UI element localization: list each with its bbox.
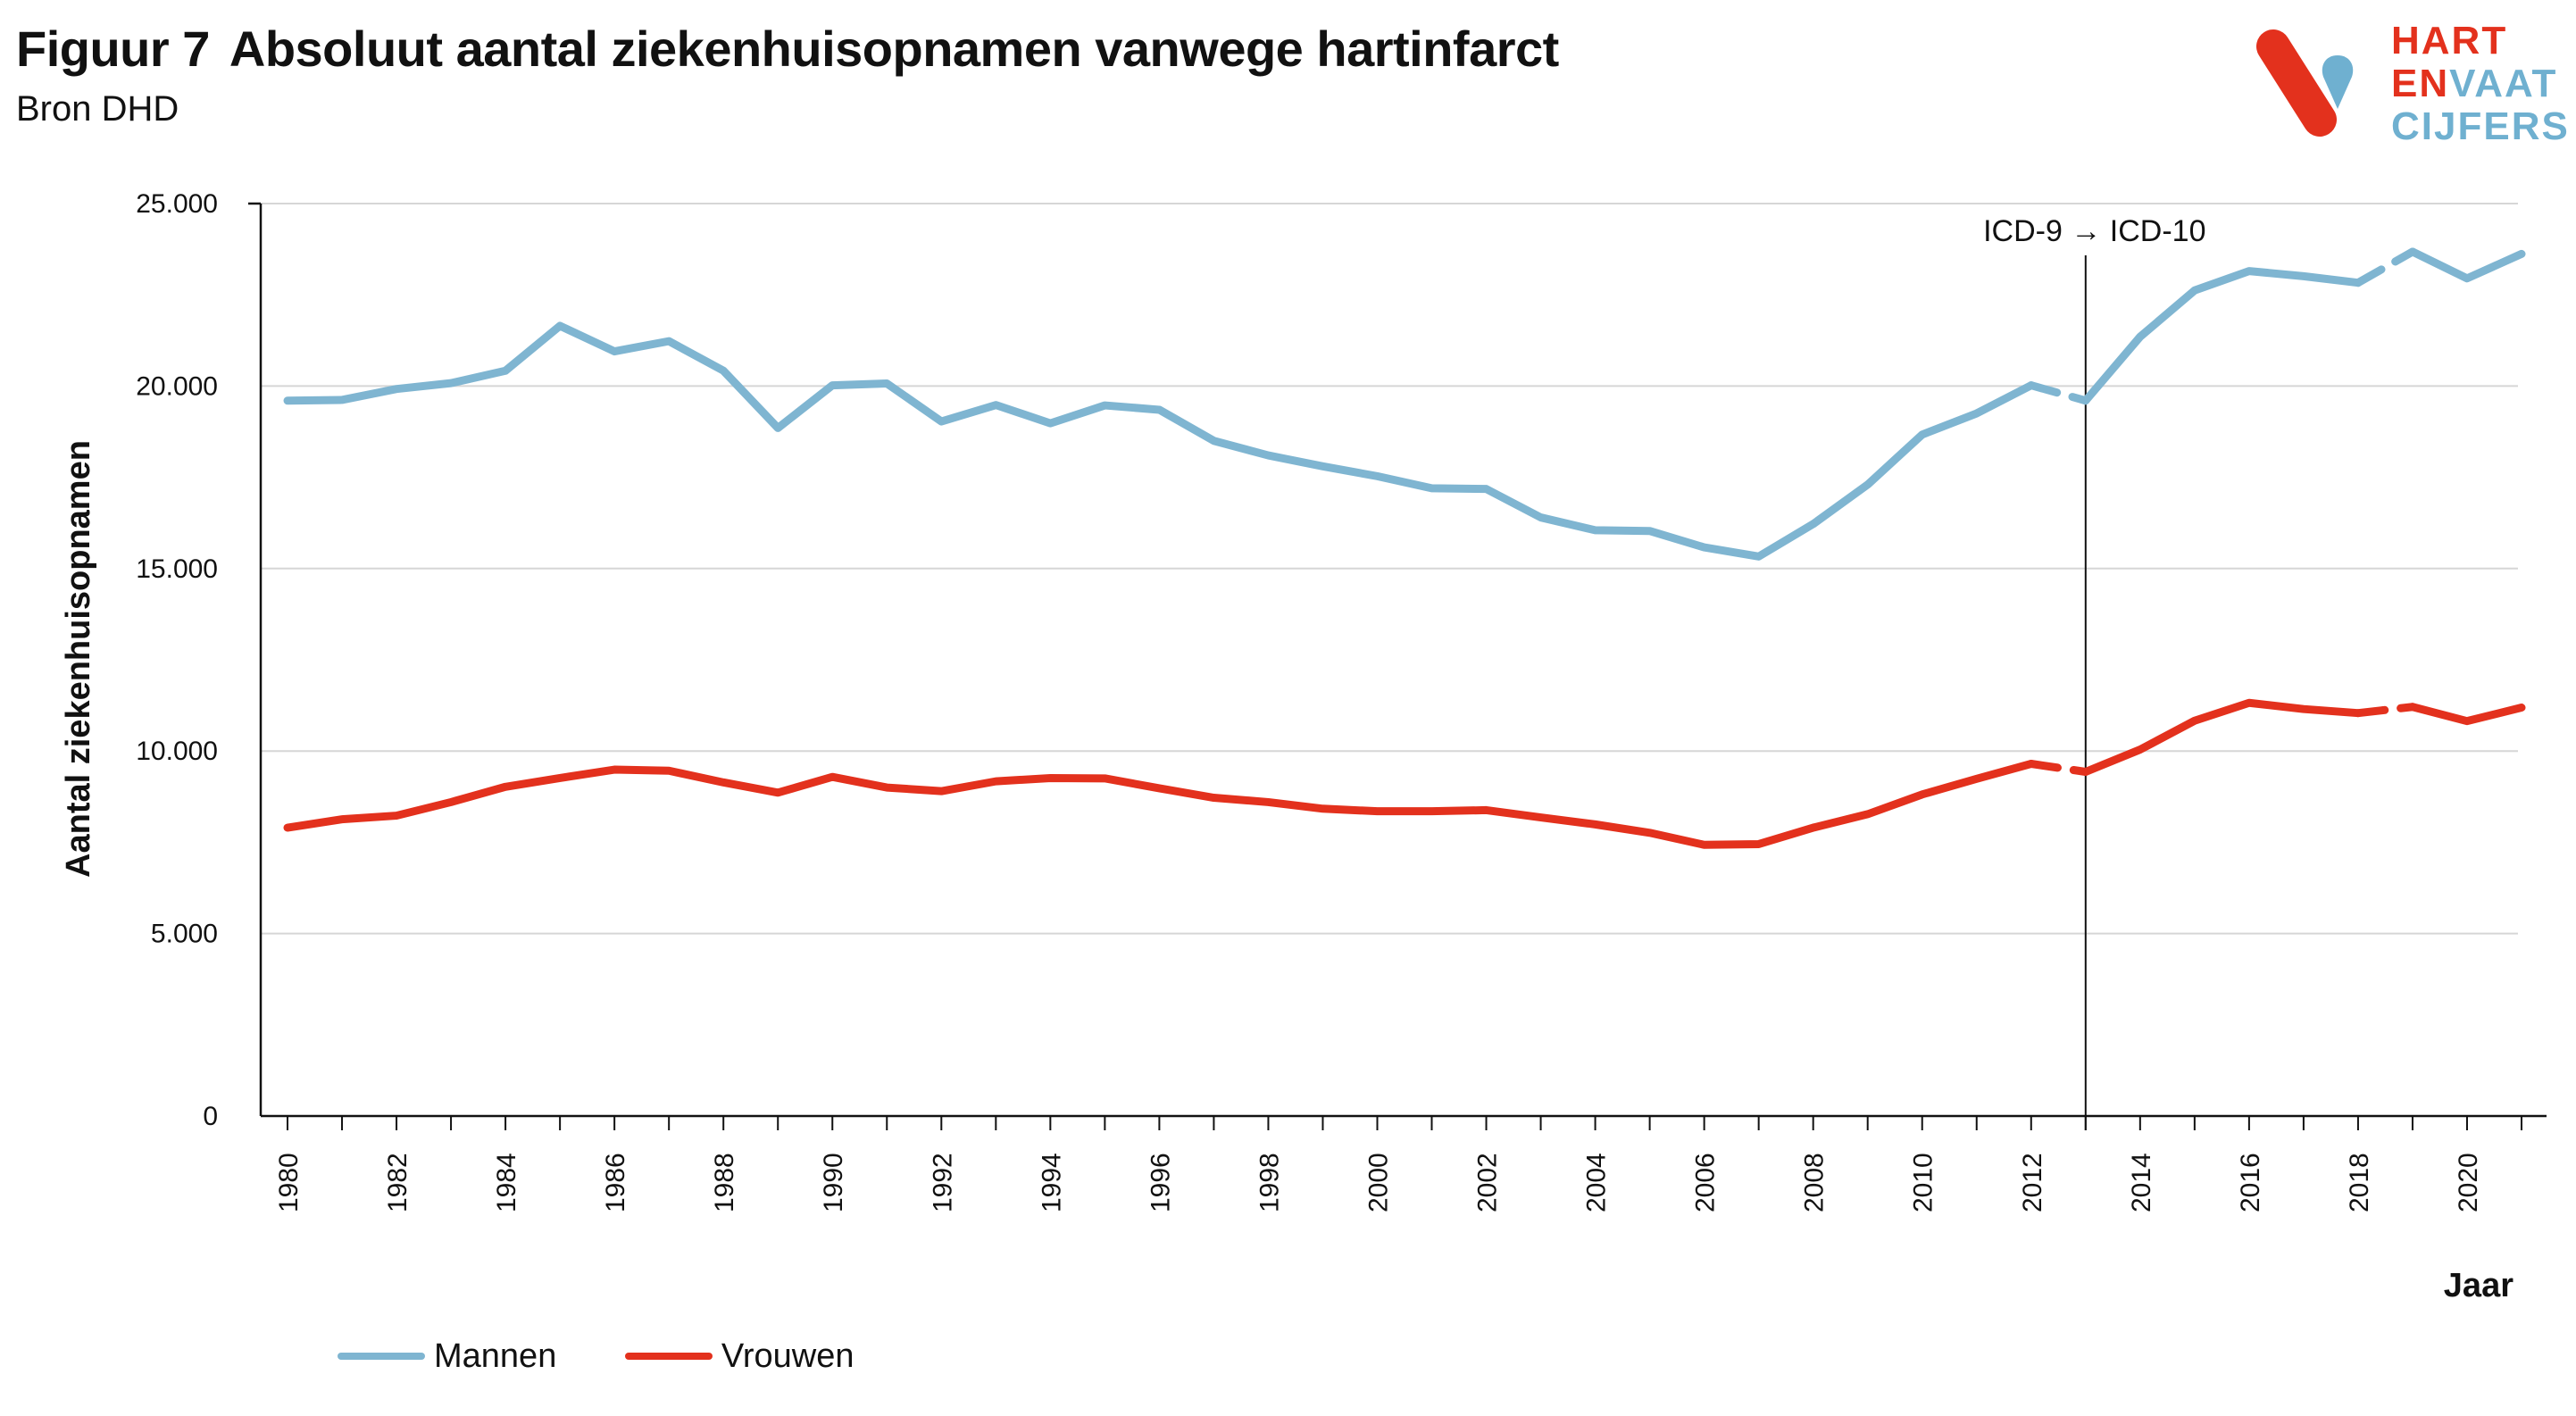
x-tick-label-2010: 2010 bbox=[1909, 1153, 1938, 1212]
chart-title: Figuur 7 Absoluut aantal ziekenhuisopname… bbox=[16, 20, 1559, 78]
hart-en-vaat-cijfers-logo: HART ENVAAT CIJFERS bbox=[2241, 19, 2572, 148]
logo-mark-icon bbox=[2256, 29, 2354, 137]
x-tick-labels: 1980 1982 1984 1986 1988 1990 1992 1994 1996 1998… bbox=[274, 1153, 2483, 1212]
axes bbox=[248, 202, 2547, 1130]
x-tick-label-1984: 1984 bbox=[492, 1153, 521, 1212]
x-tick-label-1998: 1998 bbox=[1255, 1153, 1284, 1212]
logo-line-1: HART bbox=[2391, 19, 2508, 62]
x-tick-label-2008: 2008 bbox=[1800, 1153, 1830, 1212]
y-tick-labels: 0 5.000 10.000 15.000 20.000 25.000 bbox=[136, 189, 218, 1131]
series-line-mannen bbox=[2081, 267, 2363, 405]
x-tick-label-2018: 2018 bbox=[2345, 1153, 2374, 1212]
series-vrouwen bbox=[283, 698, 2526, 849]
chart-subtitle: Bron DHD bbox=[16, 89, 179, 129]
y-tick-label-10000: 10.000 bbox=[136, 737, 218, 766]
x-tick-label-2014: 2014 bbox=[2127, 1153, 2156, 1212]
legend-label-vrouwen: Vrouwen bbox=[721, 1337, 854, 1375]
x-tick-label-2006: 2006 bbox=[1691, 1153, 1721, 1212]
title-text: Absoluut aantal ziekenhuisopnamen vanweg… bbox=[229, 21, 1559, 77]
x-tick-label-2004: 2004 bbox=[1582, 1153, 1612, 1212]
legend-swatch-vrouwen bbox=[624, 1353, 713, 1360]
gridlines bbox=[261, 203, 2518, 935]
y-tick-label-5000: 5.000 bbox=[151, 920, 218, 949]
y-tick-label-15000: 15.000 bbox=[136, 554, 218, 584]
series-dashed-segment-mannen bbox=[2354, 247, 2417, 287]
series-dashed-segment-mannen bbox=[2027, 381, 2090, 405]
y-tick-label-25000: 25.000 bbox=[136, 189, 218, 219]
legend-item-mannen: Mannen bbox=[338, 1337, 556, 1376]
x-tick-label-2020: 2020 bbox=[2454, 1153, 2483, 1212]
legend-item-vrouwen: Vrouwen bbox=[624, 1337, 854, 1376]
x-tick-label-1982: 1982 bbox=[383, 1153, 413, 1212]
series-line-vrouwen bbox=[2081, 698, 2363, 777]
legend: Mannen Vrouwen bbox=[338, 1330, 913, 1375]
logo-line-2b: VAAT bbox=[2449, 62, 2558, 105]
icd-marker: ICD-9 → ICD-10 bbox=[1983, 214, 2205, 1130]
series-line-mannen bbox=[283, 321, 2036, 561]
legend-label-mannen: Mannen bbox=[434, 1337, 557, 1375]
y-tick-label-0: 0 bbox=[203, 1102, 218, 1131]
x-tick-label-1986: 1986 bbox=[601, 1153, 630, 1212]
x-tick-label-1996: 1996 bbox=[1146, 1153, 1175, 1212]
x-tick-label-2016: 2016 bbox=[2236, 1153, 2265, 1212]
x-tick-label-1992: 1992 bbox=[928, 1153, 957, 1212]
x-tick-label-1988: 1988 bbox=[710, 1153, 739, 1212]
x-axis-label: Jaar bbox=[2444, 1267, 2513, 1304]
x-tick-label-1980: 1980 bbox=[274, 1153, 304, 1212]
x-tick-label-2002: 2002 bbox=[1473, 1153, 1503, 1212]
series-line-mannen bbox=[2408, 247, 2526, 283]
legend-swatch-mannen bbox=[338, 1353, 425, 1360]
y-axis-label: Aantal ziekenhuisopnamen bbox=[60, 440, 97, 878]
figure-label: Figuur 7 bbox=[16, 21, 210, 77]
logo-line-2a: EN bbox=[2391, 62, 2450, 105]
x-tick-label-1990: 1990 bbox=[819, 1153, 848, 1212]
series-line-vrouwen bbox=[2408, 703, 2526, 726]
y-tick-label-20000: 20.000 bbox=[136, 371, 218, 401]
logo-line-3: CIJFERS bbox=[2391, 104, 2570, 148]
series-mannen bbox=[283, 247, 2526, 561]
series-dashed-segment-vrouwen bbox=[2027, 760, 2090, 777]
series-dashed-segment-vrouwen bbox=[2354, 703, 2417, 718]
icd-marker-label: ICD-9 → ICD-10 bbox=[1983, 214, 2205, 248]
series-line-vrouwen bbox=[283, 760, 2036, 849]
x-tick-label-2000: 2000 bbox=[1363, 1153, 1393, 1212]
x-tick-label-1994: 1994 bbox=[1037, 1153, 1066, 1212]
x-tick-label-2012: 2012 bbox=[2018, 1153, 2047, 1212]
series-lines bbox=[283, 247, 2526, 849]
